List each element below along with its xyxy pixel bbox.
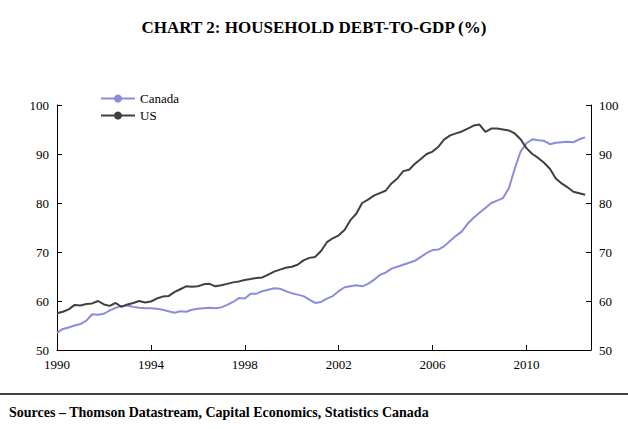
svg-text:100: 100	[599, 98, 619, 113]
svg-text:100: 100	[30, 98, 50, 113]
svg-text:70: 70	[36, 245, 49, 260]
svg-text:Canada: Canada	[140, 91, 179, 106]
svg-text:2006: 2006	[420, 357, 447, 372]
svg-text:1998: 1998	[232, 357, 258, 372]
svg-text:1990: 1990	[44, 357, 70, 372]
svg-text:50: 50	[36, 343, 49, 358]
svg-text:60: 60	[36, 294, 49, 309]
svg-text:80: 80	[599, 196, 612, 211]
svg-text:80: 80	[36, 196, 49, 211]
svg-text:CHART 2: HOUSEHOLD DEBT-TO-GDP: CHART 2: HOUSEHOLD DEBT-TO-GDP (%)	[142, 18, 487, 37]
svg-text:90: 90	[599, 147, 612, 162]
svg-text:50: 50	[599, 343, 612, 358]
svg-text:US: US	[140, 108, 157, 123]
svg-text:2010: 2010	[513, 357, 539, 372]
svg-text:70: 70	[599, 245, 612, 260]
svg-text:Sources – Thomson Datastream,: Sources – Thomson Datastream, Capital Ec…	[9, 405, 429, 420]
svg-text:2002: 2002	[326, 357, 352, 372]
svg-text:1994: 1994	[138, 357, 165, 372]
svg-text:60: 60	[599, 294, 612, 309]
svg-text:90: 90	[36, 147, 49, 162]
